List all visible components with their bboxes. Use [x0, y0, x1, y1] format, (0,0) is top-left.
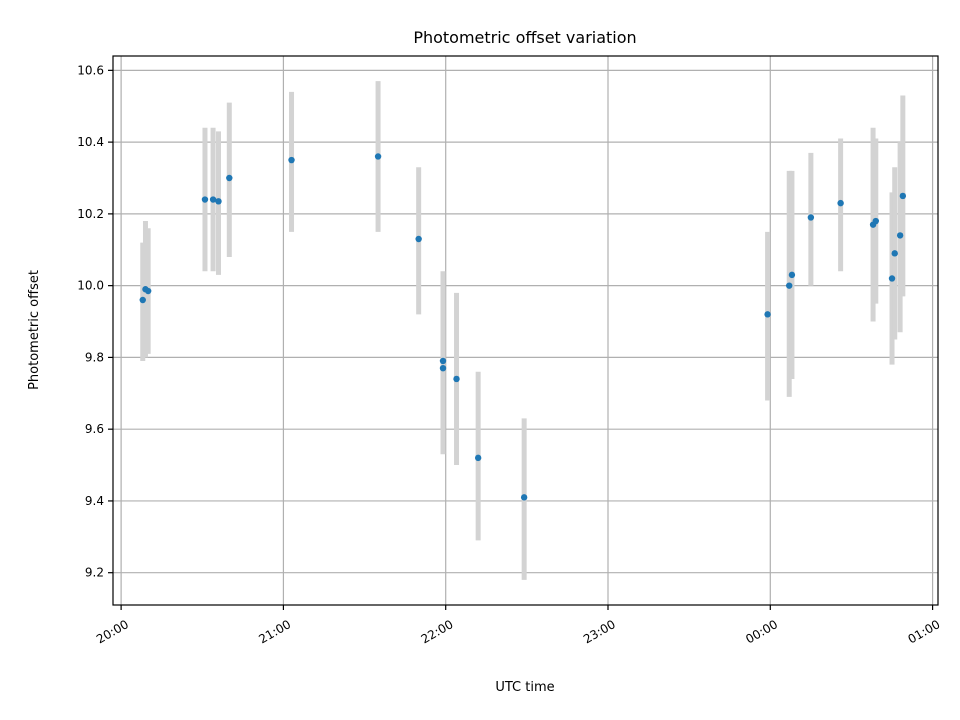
data-point-6 — [226, 174, 233, 182]
data-point-12 — [453, 375, 460, 383]
data-point-2 — [144, 287, 152, 295]
x-tick-label-1: 21:00 — [256, 617, 293, 646]
x-tick-label-3: 23:00 — [581, 617, 618, 646]
data-point-16 — [786, 282, 793, 289]
data-point-3 — [201, 196, 209, 203]
data-point-25 — [899, 192, 907, 200]
data-point-0 — [139, 296, 146, 304]
y-tick-label-6: 10.4 — [77, 135, 104, 149]
y-tick-label-0: 9.2 — [85, 566, 104, 580]
y-tick-label-1: 9.4 — [85, 494, 104, 508]
data-point-19 — [837, 199, 844, 207]
data-point-24 — [896, 232, 904, 239]
y-tick-label-4: 10.0 — [77, 279, 104, 293]
grid-layer — [113, 56, 938, 605]
plot-frame — [112, 55, 939, 606]
data-point-13 — [474, 454, 482, 462]
data-point-9 — [415, 235, 422, 243]
errorbar-layer — [140, 81, 906, 580]
x-tick-label-2: 22:00 — [419, 617, 456, 646]
data-point-10 — [439, 364, 447, 372]
y-axis-label: Photometric offset — [27, 270, 42, 390]
y-tick-label-2: 9.6 — [85, 422, 104, 436]
data-point-22 — [888, 275, 896, 282]
data-point-23 — [891, 250, 898, 257]
data-point-14 — [520, 494, 528, 501]
data-point-7 — [288, 156, 295, 164]
x-tick-label-4: 00:00 — [743, 617, 780, 646]
marker-layer — [139, 153, 907, 501]
x-tick-label-5: 01:00 — [906, 617, 943, 646]
data-point-4 — [209, 196, 217, 203]
y-tick-label-5: 10.2 — [77, 207, 104, 221]
data-point-15 — [764, 311, 771, 318]
data-point-18 — [807, 214, 815, 221]
data-point-5 — [215, 198, 222, 205]
x-tick-label-0: 20:00 — [94, 617, 131, 646]
data-point-8 — [374, 153, 382, 160]
y-tick-label-3: 9.8 — [85, 350, 104, 364]
y-tick-label-7: 10.6 — [77, 63, 104, 77]
data-point-11 — [439, 357, 447, 365]
x-axis-label: UTC time — [495, 680, 554, 695]
data-point-17 — [788, 271, 796, 279]
chart-title: Photometric offset variation — [413, 28, 636, 47]
data-point-21 — [872, 217, 879, 225]
